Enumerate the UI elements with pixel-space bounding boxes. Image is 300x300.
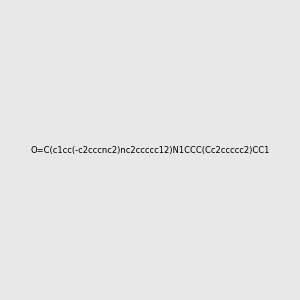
Text: O=C(c1cc(-c2cccnc2)nc2ccccc12)N1CCC(Cc2ccccc2)CC1: O=C(c1cc(-c2cccnc2)nc2ccccc12)N1CCC(Cc2c… [30, 146, 270, 154]
